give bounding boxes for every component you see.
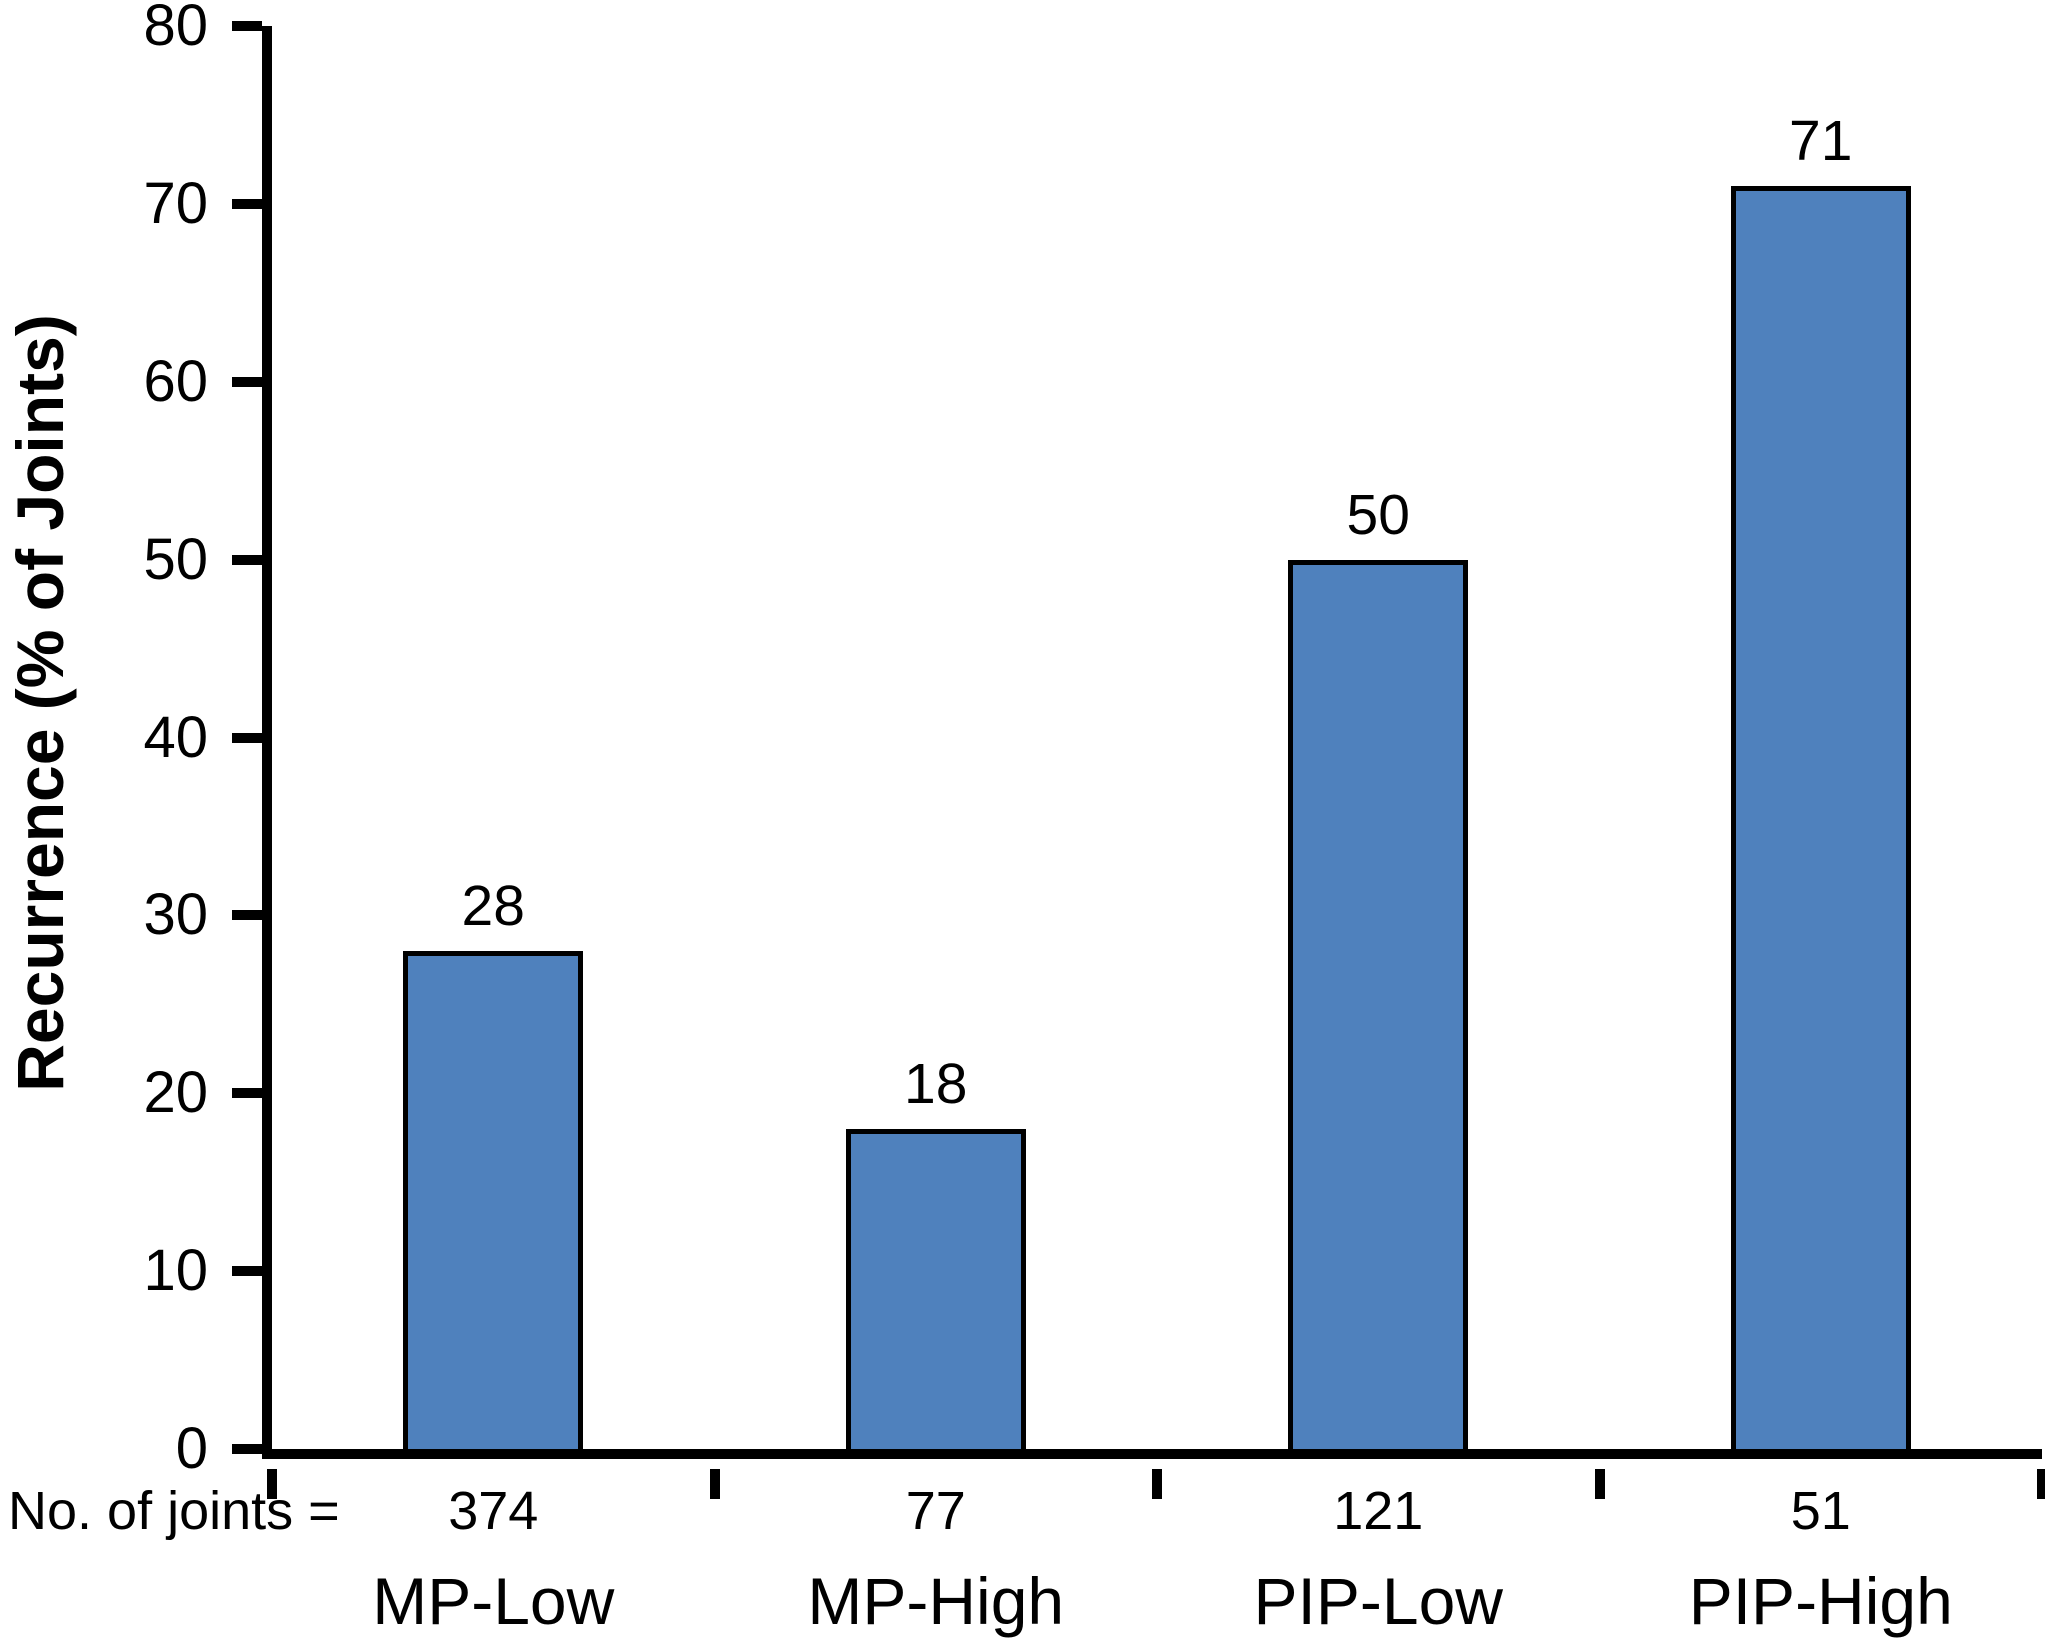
plot-area: 0 10 20 30 40 50 60 70 80 28 18 50 71	[143, 0, 2045, 1499]
y-tick-label: 0	[175, 1416, 208, 1481]
x-axis-tick	[1152, 1469, 1162, 1499]
category-label-mp-low: MP-Low	[372, 1564, 615, 1638]
y-axis-tick	[232, 1088, 262, 1099]
bar-pip-low	[1288, 559, 1469, 1449]
y-axis-title: Recurrence (% of Joints)	[3, 314, 77, 1092]
y-axis-tick	[232, 21, 262, 31]
y-axis-tick	[232, 376, 262, 387]
y-axis-tick	[232, 910, 262, 921]
y-axis-tick	[232, 554, 262, 565]
y-tick-label: 50	[143, 526, 208, 592]
y-tick-label: 80	[143, 0, 208, 58]
y-tick-label: 20	[143, 1060, 208, 1126]
joints-row-label: No. of joints =	[8, 1481, 340, 1541]
x-axis-tick	[267, 1469, 277, 1499]
y-tick-label: 10	[143, 1238, 208, 1304]
bar-pip-high	[1730, 186, 1911, 1449]
bar-mp-low	[403, 950, 584, 1449]
bar-value-label: 18	[904, 1051, 968, 1116]
y-axis-tick	[232, 1444, 262, 1454]
y-tick-label: 70	[143, 170, 208, 236]
bar-mp-high	[845, 1128, 1026, 1449]
joint-count: 121	[1333, 1481, 1424, 1541]
bar-value-label: 50	[1346, 482, 1410, 547]
y-axis-tick	[232, 1266, 262, 1277]
y-axis-tick	[232, 198, 262, 209]
joint-count: 77	[905, 1481, 966, 1541]
bar-value-label: 28	[461, 873, 525, 938]
y-tick-label: 60	[143, 348, 208, 414]
joint-count: 374	[448, 1481, 539, 1541]
y-axis-tick	[232, 732, 262, 743]
x-axis-tick	[709, 1469, 720, 1499]
category-label-pip-high: PIP-High	[1688, 1564, 1953, 1638]
category-label-mp-high: MP-High	[807, 1564, 1065, 1638]
x-axis-tick	[1594, 1469, 1605, 1499]
bar-value-label: 71	[1789, 109, 1853, 174]
y-tick-label: 40	[143, 704, 208, 770]
category-label-pip-low: PIP-Low	[1253, 1564, 1503, 1638]
y-tick-label: 30	[143, 882, 208, 948]
joint-count: 51	[1790, 1481, 1851, 1541]
x-axis-tick	[2037, 1469, 2045, 1499]
